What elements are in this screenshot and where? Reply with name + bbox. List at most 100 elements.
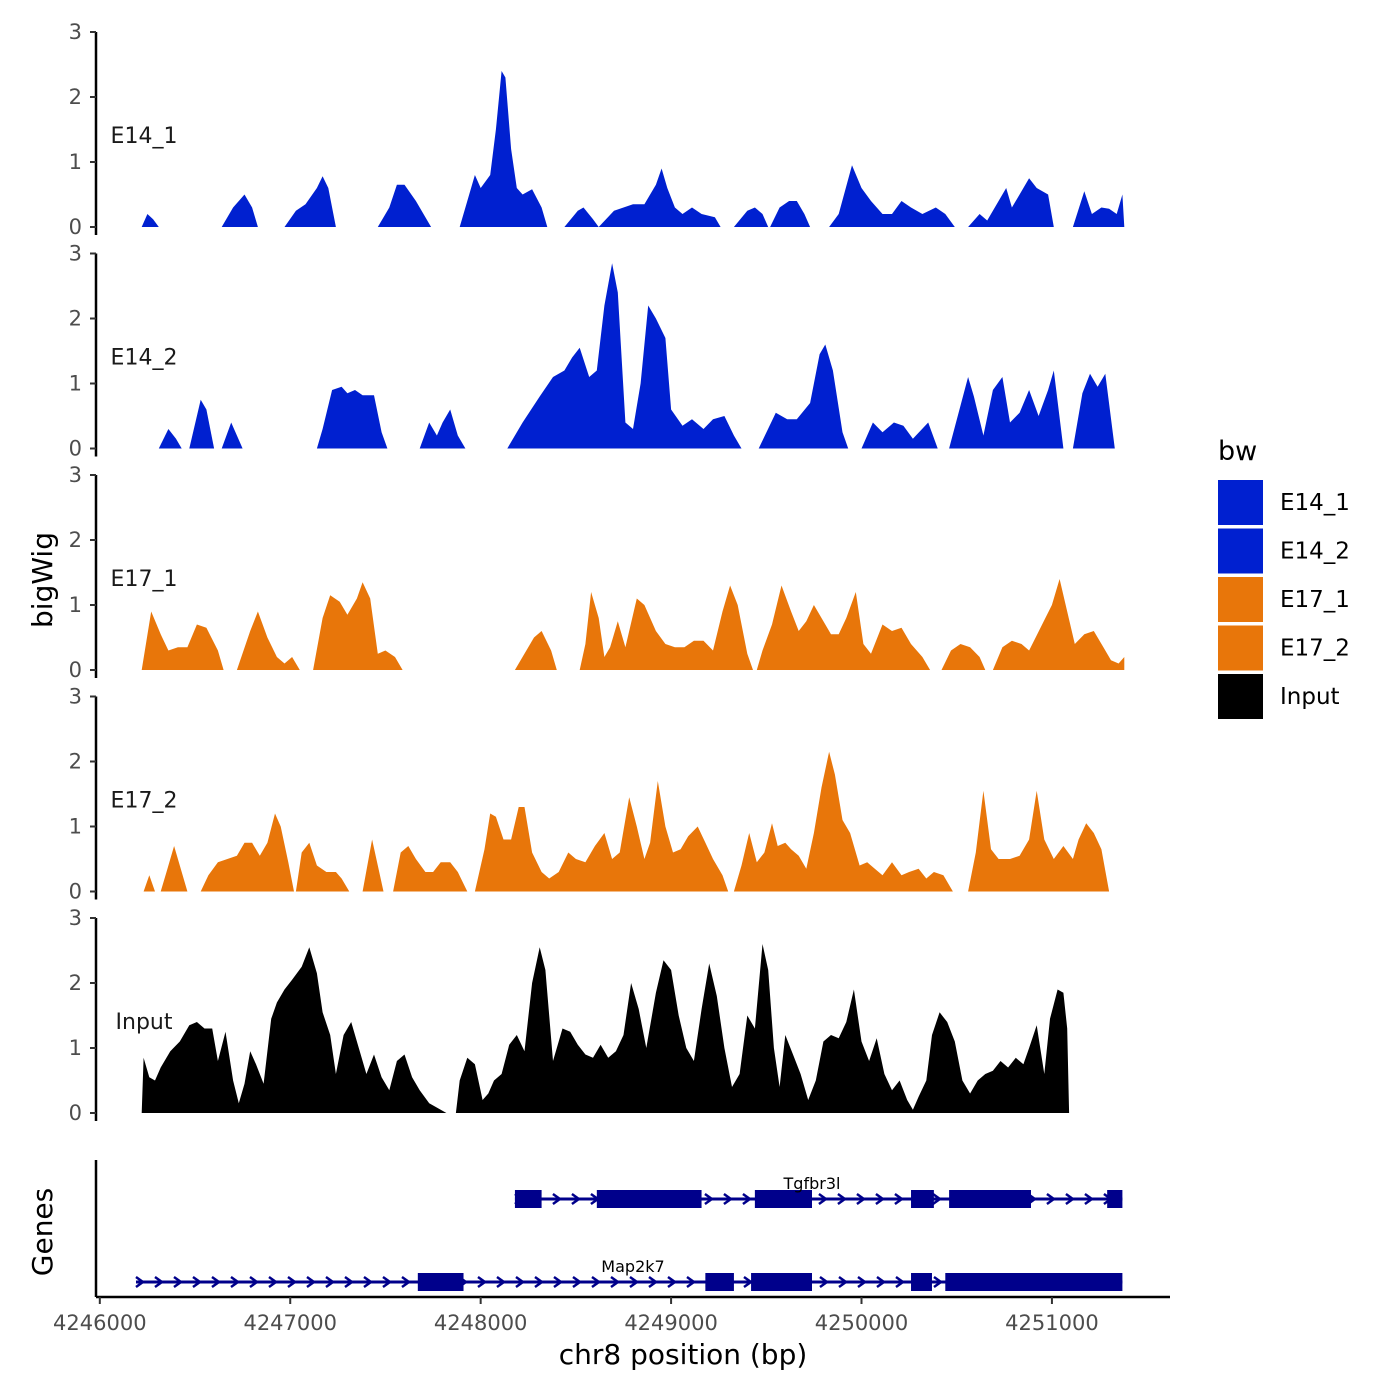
coverage-area-3 (284, 176, 336, 227)
coverage-area-5 (579, 585, 753, 670)
strand-arrow (552, 1192, 563, 1206)
gene-label: Map2k7 (601, 1257, 664, 1276)
exon (1107, 1190, 1123, 1208)
x-tick-label: 4246000 (53, 1311, 147, 1335)
track-e14-1: 0 1 2 3 E14_1 (69, 20, 1125, 239)
gene-track: Tgfbr3l Map2k7 (94, 1160, 1123, 1297)
coverage-area-3 (200, 813, 294, 892)
coverage-area-4 (316, 386, 388, 449)
y-tick-label: 0 (69, 1101, 82, 1125)
coverage-area-1 (141, 947, 447, 1113)
strand-arrow (686, 1275, 697, 1289)
legend-label: E14_2 (1280, 539, 1350, 565)
strand-arrow (742, 1192, 753, 1206)
y-tick-label: 2 (69, 528, 82, 552)
coverage-area-6 (507, 263, 742, 449)
coverage-area-2 (189, 399, 215, 449)
y-tick-label: 2 (69, 307, 82, 331)
exon (596, 1190, 702, 1208)
x-axis: 4246000 4247000 4248000 4249000 4250000 42510… (53, 1295, 1170, 1335)
coverage-area-5 (419, 409, 466, 449)
legend-entry-e17-2: E17_2 (1218, 625, 1350, 671)
strand-arrow (553, 1275, 564, 1289)
strand-arrow (173, 1275, 184, 1289)
y-tick-label: 1 (69, 815, 82, 839)
strand-arrow (610, 1275, 621, 1289)
gene-tgfbr3l: Tgfbr3l (514, 1174, 1123, 1208)
coverage-area-9 (949, 370, 1064, 449)
exon (417, 1273, 464, 1291)
y-tick-label: 2 (69, 750, 82, 774)
exon (514, 1190, 542, 1208)
strand-arrow (344, 1275, 355, 1289)
strand-arrow (894, 1192, 905, 1206)
strand-arrow (534, 1275, 545, 1289)
legend-title: bw (1218, 436, 1257, 467)
strand-arrow (211, 1275, 222, 1289)
y-tick-label: 0 (69, 880, 82, 904)
exon (945, 1273, 1123, 1291)
y-tick-label: 1 (69, 1036, 82, 1060)
strand-arrow (743, 1275, 754, 1289)
track-label: E14_1 (111, 124, 178, 149)
coverage-area-6 (756, 585, 931, 670)
track-label: E14_2 (111, 346, 178, 371)
track-e17-1: 0 1 2 3 E17_1 (69, 463, 1125, 682)
strand-arrow (838, 1275, 849, 1289)
coverage-tracks: 0 1 2 3 E14_1 0 1 2 3 E14_2 0 1 2 3 E17_1 0 1 2 3 E17_2 0 1 2 3… (69, 20, 1125, 1125)
coverage-area-11 (968, 178, 1054, 227)
y-tick-label: 1 (69, 372, 82, 396)
y-axis-title: bigWig (26, 532, 59, 628)
strand-arrow (363, 1275, 374, 1289)
coverage-area-2 (236, 611, 300, 670)
y-tick-label: 2 (69, 971, 82, 995)
strand-arrow (591, 1275, 602, 1289)
track-label: E17_1 (111, 567, 178, 592)
strand-arrow (287, 1275, 298, 1289)
strand-arrow (667, 1275, 678, 1289)
track-label: Input (116, 1010, 173, 1035)
strand-arrow (648, 1275, 659, 1289)
coverage-area-1 (158, 429, 182, 449)
strand-arrow (1046, 1192, 1057, 1206)
coverage-area-4 (295, 842, 350, 892)
coverage-area-9 (770, 201, 811, 227)
strand-arrow (496, 1275, 507, 1289)
coverage-area-2 (455, 944, 1070, 1113)
coverage-area-4 (377, 184, 432, 227)
legend-swatch (1218, 625, 1263, 671)
track-label: E17_2 (111, 789, 178, 814)
coverage-area-12 (1072, 191, 1125, 227)
y-tick-label: 3 (69, 906, 82, 930)
legend-swatch (1218, 577, 1263, 622)
coverage-area-8 (733, 207, 769, 227)
exon (911, 1273, 932, 1291)
coverage-area-3 (221, 422, 243, 449)
strand-arrow (325, 1275, 336, 1289)
strand-arrow (1084, 1192, 1095, 1206)
y-tick-label: 1 (69, 150, 82, 174)
strand-arrow (856, 1192, 867, 1206)
coverage-area-10 (829, 165, 955, 227)
legend-entry-e14-1: E14_1 (1218, 480, 1350, 525)
legend: bw E14_1 E14_2 E17_1 E17_2 Input (1218, 436, 1350, 719)
strand-arrow (154, 1275, 165, 1289)
legend-label: E14_1 (1280, 490, 1350, 516)
gene-label: Tgfbr3l (783, 1174, 841, 1193)
y-tick-label: 3 (69, 463, 82, 487)
strand-arrow (230, 1275, 241, 1289)
coverage-area-3 (313, 582, 403, 670)
legend-label: Input (1280, 684, 1340, 710)
y-tick-label: 2 (69, 85, 82, 109)
strand-arrow (571, 1192, 582, 1206)
x-tick-label: 4251000 (1005, 1311, 1099, 1335)
exon (751, 1273, 812, 1291)
coverage-area-5 (362, 839, 384, 892)
x-axis-title: chr8 position (bp) (559, 1338, 808, 1371)
gene-map2k7: Map2k7 (135, 1257, 1123, 1291)
exon (754, 1190, 812, 1208)
legend-swatch (1218, 528, 1263, 574)
strand-arrow (837, 1192, 848, 1206)
coverage-area-1 (141, 611, 224, 670)
